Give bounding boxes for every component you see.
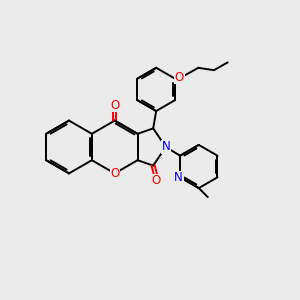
Text: O: O: [152, 174, 161, 187]
Text: O: O: [110, 167, 119, 180]
Text: N: N: [174, 171, 183, 184]
Text: N: N: [161, 140, 170, 154]
Text: O: O: [175, 70, 184, 84]
Text: O: O: [110, 98, 119, 112]
